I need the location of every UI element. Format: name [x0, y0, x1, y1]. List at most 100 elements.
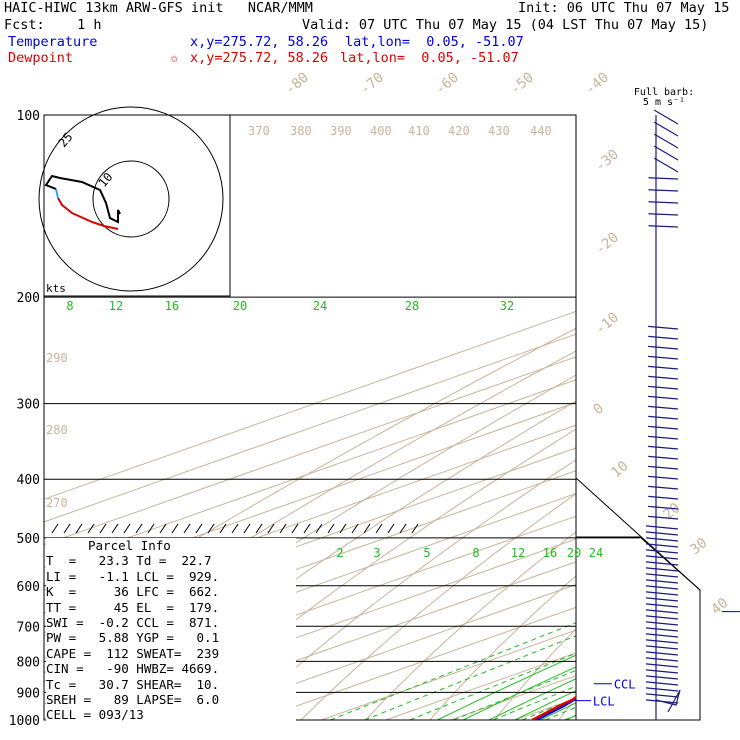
hodograph-trace-low	[57, 197, 119, 230]
mixing-ratio-label: 16	[543, 546, 557, 560]
wind-barb	[645, 585, 679, 590]
dry-adiabat	[300, 493, 576, 720]
wind-barb	[645, 573, 679, 578]
theta-label: 410	[408, 124, 430, 138]
theta-label: 440	[530, 124, 552, 138]
theta-label: 280	[46, 423, 68, 437]
parcel-info-panel: Parcel Info T = 23.3 Td = 22.7 LI = -1.1 …	[46, 538, 296, 728]
model-title: HAIC-HIWC 13km ARW-GFS init NCAR/MMM	[4, 0, 313, 16]
hatch-mark	[327, 523, 335, 534]
level-label: CCL	[614, 678, 636, 692]
mixing-ratio-label: 5	[423, 546, 430, 560]
dry-adiabat	[494, 628, 576, 720]
star-icon: ✩	[170, 50, 179, 66]
hatch-mark	[267, 523, 275, 534]
parcel-info-rows: T = 23.3 Td = 22.7 LI = -1.1 LCL = 929. K …	[46, 553, 296, 722]
wind-barb	[645, 609, 679, 614]
wind-barb	[645, 567, 679, 572]
connector-line	[639, 536, 701, 591]
wind-barb	[645, 693, 679, 698]
hatch-mark	[279, 523, 287, 534]
connector-outline	[575, 477, 701, 721]
theta-label: 270	[46, 496, 68, 510]
hatch-mark	[51, 523, 59, 534]
hatch-mark	[351, 523, 359, 534]
valid-time: Valid: 07 UTC Thu 07 May 15 (04 LST Thu …	[302, 17, 709, 33]
hatch-mark	[303, 523, 311, 534]
pressure-label: 1000	[9, 714, 40, 729]
parcel-row: T = 23.3 Td = 22.7	[46, 553, 212, 569]
wind-barb	[645, 633, 679, 638]
wind-barb	[648, 445, 679, 450]
hodograph-ring	[92, 160, 170, 238]
temp-latlon: lat,lon= 0.05, -51.07	[345, 34, 524, 50]
wind-barb	[648, 475, 679, 480]
parcel-row: LI = -1.1 LCL = 929.	[46, 568, 220, 584]
isotherm-line	[44, 356, 576, 546]
wind-barb	[645, 675, 679, 680]
barb-legend-line1: Full barb:	[634, 87, 694, 98]
wind-barb	[648, 355, 679, 360]
hatch-mark	[243, 523, 251, 534]
wind-barb	[645, 561, 679, 566]
temperature-label: -40	[582, 70, 612, 99]
mixing-ratio-lines	[330, 622, 576, 720]
hodograph-ring	[38, 106, 224, 292]
wind-barb	[645, 531, 679, 536]
wind-barb	[648, 177, 679, 180]
hatch-mark	[291, 523, 299, 534]
hatch-mark	[87, 523, 95, 534]
isotherm-line	[385, 652, 576, 720]
pressure-label: 700	[17, 620, 40, 635]
wind-barb	[645, 555, 679, 560]
wind-barb	[648, 385, 679, 390]
moist-adiabat	[488, 678, 576, 720]
isotherm-line	[450, 675, 576, 720]
theta-label: 430	[488, 124, 510, 138]
parcel-row: SWI = -0.2 CCL = 871.	[46, 615, 220, 631]
wind-barb	[648, 189, 679, 192]
init-time: Init: 06 UTC Thu 07 May 15	[518, 0, 730, 16]
dry-adiabat	[558, 696, 576, 720]
temperature-label: 10	[608, 458, 631, 481]
isotherm-line	[192, 584, 576, 720]
hatch-mark	[255, 523, 263, 534]
wind-barb	[645, 639, 679, 644]
pressure-label: 600	[17, 580, 40, 595]
wind-barb	[648, 435, 679, 440]
wind-barb	[648, 415, 679, 420]
hatch-mark	[195, 523, 203, 534]
wind-barb	[648, 495, 679, 500]
theta-label: 390	[330, 124, 352, 138]
plot-frame	[43, 114, 577, 721]
parcel-row: K = 36 LFC = 662.	[46, 584, 220, 600]
moist-adiabat	[514, 690, 576, 720]
hatch-mark	[135, 523, 143, 534]
hatch-mark	[159, 523, 167, 534]
wind-panel-connector	[575, 477, 701, 721]
parcel-row: CELL = 093/13	[46, 707, 144, 723]
wind-barb	[645, 663, 679, 668]
mixing-ratio-label: 20	[567, 546, 581, 560]
mixing-ratio-label: 3	[373, 546, 380, 560]
pressure-labels: 100 200 300 400 500 600 700 800 900 1000	[9, 109, 40, 729]
parcel-row: CAPE = 112 SWEAT= 239	[46, 645, 220, 661]
wind-barb	[653, 133, 679, 149]
temperature-label: -70	[357, 70, 387, 99]
wind-barb	[645, 645, 679, 650]
hodograph-units: kts	[46, 282, 66, 295]
wind-barb	[648, 365, 679, 370]
wind-barb	[648, 345, 679, 350]
moist-adiabat	[566, 714, 576, 720]
temperature-label: -20	[592, 230, 622, 259]
hatch-mark	[231, 523, 239, 534]
wind-barb	[645, 525, 679, 530]
temperature-label: -10	[592, 310, 622, 339]
wind-barb	[648, 405, 679, 410]
hatch-mark	[171, 523, 179, 534]
moist-adiabat	[437, 654, 576, 720]
wind-barb	[653, 145, 679, 161]
parcel-levels: ELLFCCCLLCL	[572, 611, 740, 709]
wind-barb	[648, 225, 679, 228]
parcel-row: Tc = 30.7 SHEAR= 10.	[46, 676, 220, 692]
